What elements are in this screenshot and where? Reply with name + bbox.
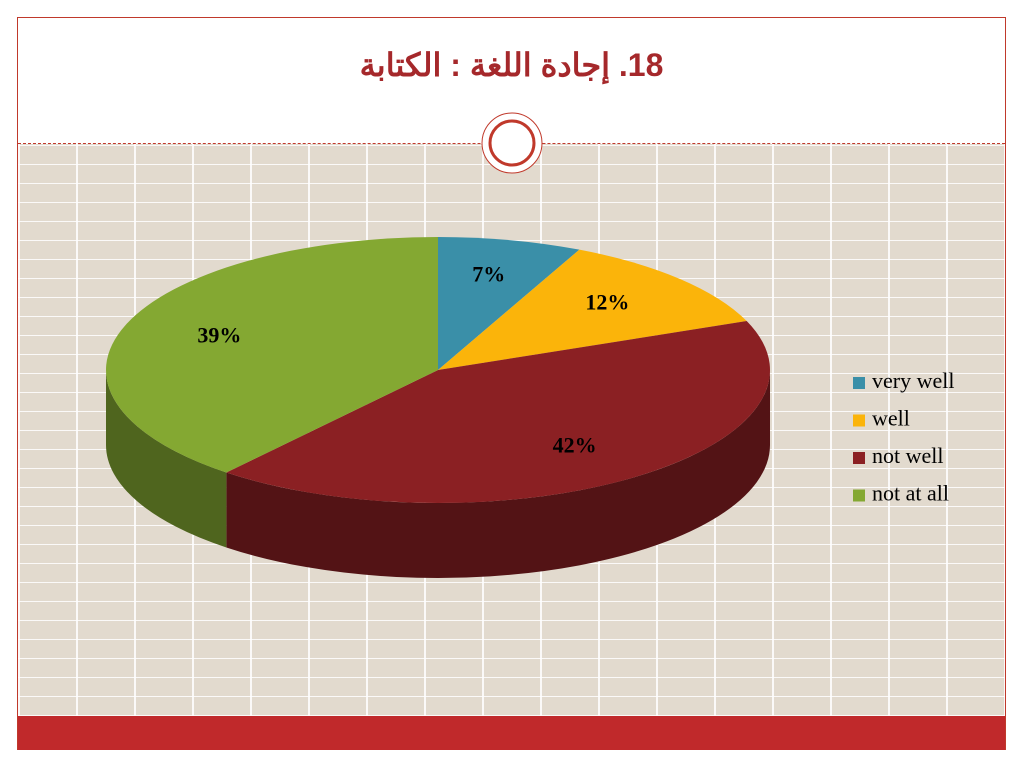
data-label: 7% bbox=[472, 262, 505, 287]
pie-slice bbox=[438, 237, 580, 370]
footer-bar bbox=[18, 716, 1005, 750]
legend-swatch bbox=[853, 377, 865, 389]
legend-label: not well bbox=[872, 443, 944, 468]
legend-label: very well bbox=[872, 368, 954, 393]
pie-slice bbox=[438, 249, 747, 370]
pie-side bbox=[105, 370, 227, 548]
data-label: 39% bbox=[197, 323, 241, 348]
pie-slice bbox=[226, 321, 770, 503]
data-label: 12% bbox=[585, 289, 629, 314]
ornament bbox=[488, 119, 536, 167]
data-label: 42% bbox=[553, 433, 597, 458]
slide-title: 18. إجادة اللغة : الكتابة bbox=[359, 47, 664, 83]
legend-label: well bbox=[872, 406, 910, 431]
legend-swatch bbox=[853, 489, 865, 502]
legend-label: not at all bbox=[872, 481, 949, 506]
legend-swatch bbox=[853, 414, 865, 427]
pie-slice bbox=[105, 237, 438, 473]
legend-swatch bbox=[853, 452, 865, 464]
pie-side bbox=[226, 370, 770, 578]
